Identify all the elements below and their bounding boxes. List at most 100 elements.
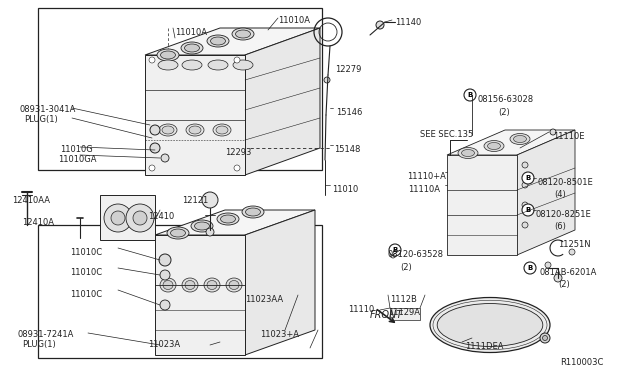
Circle shape <box>159 254 171 266</box>
Text: 15146: 15146 <box>336 108 362 117</box>
Circle shape <box>133 211 147 225</box>
Ellipse shape <box>488 142 500 150</box>
Bar <box>38 8 322 170</box>
Ellipse shape <box>213 124 231 136</box>
Ellipse shape <box>161 51 175 59</box>
Polygon shape <box>155 210 315 235</box>
Text: 11010A: 11010A <box>278 16 310 25</box>
Text: 12410A: 12410A <box>22 218 54 227</box>
Ellipse shape <box>158 60 178 70</box>
Ellipse shape <box>159 124 177 136</box>
Circle shape <box>527 207 533 213</box>
Ellipse shape <box>185 280 195 289</box>
Circle shape <box>160 300 170 310</box>
Ellipse shape <box>189 126 201 134</box>
Text: 11110A: 11110A <box>408 185 440 194</box>
Circle shape <box>554 274 562 282</box>
Text: PLUG(1): PLUG(1) <box>24 115 58 124</box>
Ellipse shape <box>232 28 254 40</box>
Ellipse shape <box>510 134 530 144</box>
Text: 11010GA: 11010GA <box>58 155 97 164</box>
Circle shape <box>104 204 132 232</box>
Circle shape <box>234 165 240 171</box>
Circle shape <box>543 336 547 340</box>
Ellipse shape <box>513 135 527 142</box>
Text: 12410: 12410 <box>148 212 174 221</box>
Text: 12121: 12121 <box>182 196 208 205</box>
Ellipse shape <box>458 148 478 158</box>
Bar <box>100 195 155 240</box>
Circle shape <box>160 270 170 280</box>
Text: FRONT: FRONT <box>370 310 403 320</box>
Circle shape <box>234 57 240 63</box>
Circle shape <box>111 211 125 225</box>
Circle shape <box>545 262 551 268</box>
Circle shape <box>522 204 534 216</box>
Circle shape <box>522 162 528 168</box>
Circle shape <box>150 143 160 153</box>
Ellipse shape <box>430 298 550 353</box>
Ellipse shape <box>157 49 179 61</box>
Circle shape <box>324 77 330 83</box>
Ellipse shape <box>437 304 543 346</box>
Text: 08156-63028: 08156-63028 <box>478 95 534 104</box>
Ellipse shape <box>191 220 213 232</box>
Ellipse shape <box>217 213 239 225</box>
Ellipse shape <box>236 30 250 38</box>
Ellipse shape <box>186 124 204 136</box>
Text: (2): (2) <box>558 280 570 289</box>
Circle shape <box>469 92 475 98</box>
Text: 11010C: 11010C <box>70 290 102 299</box>
Text: 11023AA: 11023AA <box>245 295 283 304</box>
Polygon shape <box>517 130 575 255</box>
Text: SEE SEC.135: SEE SEC.135 <box>420 130 473 139</box>
Polygon shape <box>447 130 575 155</box>
Bar <box>390 308 420 320</box>
Text: R110003C: R110003C <box>560 358 604 367</box>
Ellipse shape <box>233 60 253 70</box>
Ellipse shape <box>216 126 228 134</box>
Polygon shape <box>245 28 320 175</box>
Ellipse shape <box>221 215 236 223</box>
Ellipse shape <box>162 126 174 134</box>
Text: 08120-8501E: 08120-8501E <box>538 178 594 187</box>
Text: 11010C: 11010C <box>70 268 102 277</box>
Circle shape <box>522 172 534 184</box>
Ellipse shape <box>246 208 260 216</box>
Ellipse shape <box>229 280 239 289</box>
Ellipse shape <box>207 35 229 47</box>
Ellipse shape <box>160 278 176 292</box>
Text: 11010: 11010 <box>332 185 358 194</box>
Text: 11010C: 11010C <box>70 248 102 257</box>
Circle shape <box>540 333 550 343</box>
Polygon shape <box>447 155 517 255</box>
Text: 11110E: 11110E <box>553 132 584 141</box>
Text: 081AB-6201A: 081AB-6201A <box>540 268 597 277</box>
Polygon shape <box>245 210 315 355</box>
Text: 15148: 15148 <box>334 145 360 154</box>
Polygon shape <box>155 235 245 355</box>
Text: 12279: 12279 <box>335 65 362 74</box>
Ellipse shape <box>226 278 242 292</box>
Text: 11140: 11140 <box>395 18 421 27</box>
Text: (2): (2) <box>400 263 412 272</box>
Ellipse shape <box>184 44 200 52</box>
Ellipse shape <box>182 60 202 70</box>
Ellipse shape <box>181 42 203 54</box>
Circle shape <box>126 204 154 232</box>
Text: 11110+A: 11110+A <box>407 172 446 181</box>
Text: 1112B: 1112B <box>390 295 417 304</box>
Circle shape <box>569 249 575 255</box>
Polygon shape <box>145 55 245 175</box>
Polygon shape <box>145 28 320 55</box>
Circle shape <box>376 21 384 29</box>
Circle shape <box>202 192 218 208</box>
Bar <box>38 225 322 358</box>
Text: (4): (4) <box>554 190 566 199</box>
Text: 12293: 12293 <box>225 148 252 157</box>
Circle shape <box>464 89 476 101</box>
Circle shape <box>161 154 169 162</box>
Text: 08931-7241A: 08931-7241A <box>18 330 74 339</box>
Text: B: B <box>525 207 531 213</box>
Text: 08120-8251E: 08120-8251E <box>536 210 592 219</box>
